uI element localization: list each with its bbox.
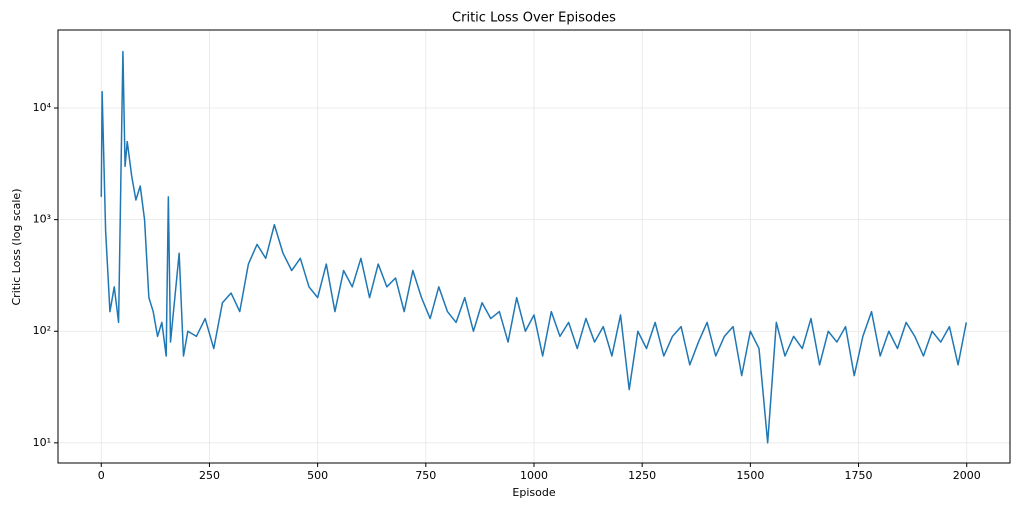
x-tick-label: 750 — [415, 469, 436, 482]
loss-line — [100, 50, 968, 444]
y-tick-label: 10⁴ — [33, 101, 52, 114]
x-tick-label: 1000 — [520, 469, 548, 482]
x-tick-label: 1750 — [845, 469, 873, 482]
x-tick-label: 250 — [199, 469, 220, 482]
chart-title: Critic Loss Over Episodes — [452, 11, 616, 26]
plot-frame — [57, 29, 1011, 464]
y-tick-label: 10¹ — [33, 436, 51, 449]
x-tick-label: 1500 — [736, 469, 764, 482]
y-tick-label: 10³ — [33, 213, 51, 226]
x-tick-label: 2000 — [953, 469, 981, 482]
x-tick-label: 500 — [307, 469, 328, 482]
y-axis-label: Critic Loss (log scale) — [10, 189, 23, 306]
x-tick-label: 0 — [98, 469, 105, 482]
x-axis-label: Episode — [512, 486, 555, 499]
y-tick-label: 10² — [33, 324, 51, 337]
x-tick-label: 1250 — [628, 469, 656, 482]
